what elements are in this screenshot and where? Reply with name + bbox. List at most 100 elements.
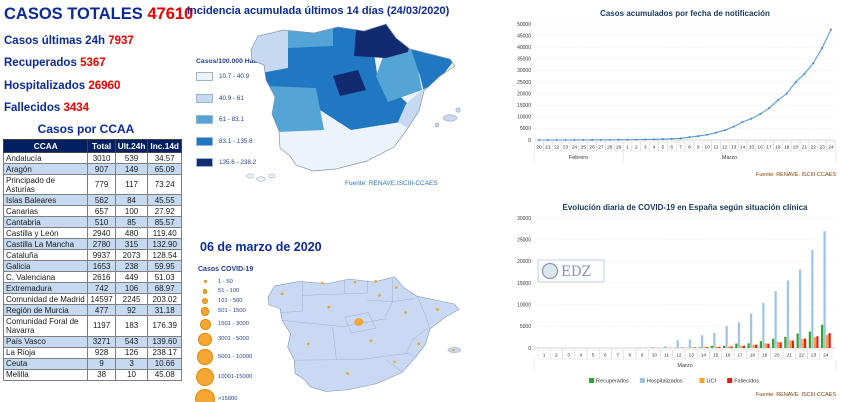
- region-fills: [251, 24, 455, 171]
- ccaa-name: Cantabria: [2, 216, 89, 229]
- ccaa-name: Andalucía: [2, 151, 89, 165]
- chart-source: Fuente: RENAVE. ISCIII-CCAES: [756, 392, 836, 398]
- cell-value: 100: [114, 205, 149, 218]
- table-row: Castilla y León 2940 480 119.40: [2, 227, 182, 240]
- table-row: Cataluña 9937 2073 128.54: [2, 249, 182, 262]
- svg-text:19: 19: [784, 145, 790, 151]
- svg-text:2: 2: [555, 353, 558, 359]
- stat-value: 7937: [108, 34, 134, 47]
- table-row: Islas Baleares 562 84 45.55: [2, 194, 182, 207]
- bubble-legend-label: >15000: [218, 395, 238, 402]
- table-row: Canarias 657 100 27.92: [2, 205, 182, 218]
- svg-text:Hospitalizados: Hospitalizados: [647, 379, 683, 385]
- cell-value: 9: [87, 357, 116, 370]
- stat-value: 5367: [80, 57, 106, 69]
- svg-text:23: 23: [819, 145, 825, 151]
- svg-text:10000: 10000: [517, 302, 531, 308]
- ccaa-name: Comunidad Foral de Navarra: [2, 315, 89, 337]
- bubble-size-dot: [196, 367, 214, 386]
- svg-text:29: 29: [616, 145, 622, 151]
- svg-text:20: 20: [536, 145, 542, 151]
- svg-text:28: 28: [607, 145, 613, 151]
- svg-text:20000: 20000: [517, 259, 531, 265]
- svg-text:10000: 10000: [517, 115, 531, 121]
- svg-text:45000: 45000: [517, 33, 531, 39]
- svg-text:3: 3: [567, 353, 570, 359]
- svg-text:22: 22: [799, 353, 805, 359]
- balearic-islands: [434, 107, 461, 128]
- ccaa-name: País Vasco: [2, 335, 89, 348]
- cell-value: 510: [87, 216, 116, 229]
- month-label-marzo: Marzo: [677, 363, 692, 369]
- svg-text:16: 16: [758, 145, 764, 151]
- cell-value: 183: [114, 315, 149, 337]
- svg-text:16: 16: [725, 353, 731, 359]
- table-row: Castilla La Mancha 2780 315 132.90: [2, 238, 182, 251]
- cell-value: 85: [114, 216, 149, 229]
- svg-text:3: 3: [644, 145, 647, 151]
- svg-text:15: 15: [749, 145, 755, 151]
- cell-value: 126: [114, 346, 149, 359]
- cell-value: 45.55: [147, 194, 182, 207]
- ccaa-name: Melilla: [2, 368, 89, 381]
- svg-text:11: 11: [713, 145, 718, 151]
- cell-value: 176.39: [147, 315, 182, 337]
- bubble-legend-label: 10001-15000: [218, 373, 253, 380]
- cumulative-cases-line-chart: Casos acumulados por fecha de notificaci…: [517, 9, 836, 178]
- bubble-size-dot: [201, 297, 209, 304]
- svg-text:Fallecidos: Fallecidos: [734, 379, 759, 385]
- svg-text:24: 24: [828, 145, 834, 151]
- svg-text:EDZ: EDZ: [561, 264, 591, 280]
- svg-text:4: 4: [653, 145, 656, 151]
- ccaa-name: Aragón: [2, 163, 89, 176]
- cell-value: 907: [87, 163, 116, 176]
- chart-source: Fuente: RENAVE. ISCIII-CCAES: [756, 172, 836, 178]
- svg-text:30000: 30000: [517, 216, 531, 222]
- svg-text:4: 4: [580, 353, 583, 359]
- cell-value: 27.92: [147, 205, 182, 218]
- column-header: Total: [87, 139, 116, 153]
- stat-value: 26960: [88, 79, 121, 92]
- cell-value: 117: [114, 174, 149, 196]
- ccaa-name: Castilla La Mancha: [2, 238, 89, 251]
- cell-value: 65.09: [147, 163, 182, 176]
- cell-value: 51.03: [147, 271, 182, 284]
- data-markers: [538, 28, 832, 141]
- table-row: Cantabria 510 85 85.57: [2, 216, 182, 229]
- column-header: Inc.14d: [147, 139, 182, 153]
- ccaa-name: Cataluña: [2, 249, 89, 262]
- svg-text:7: 7: [679, 145, 682, 151]
- svg-text:27: 27: [598, 145, 604, 151]
- table-row: C. Valenciana 2616 449 51.03: [2, 271, 182, 284]
- incidence-legend: Casos/100.000 Hab. 10.7 - 40.9 40.9 - 61…: [196, 58, 291, 180]
- bubble-legend-item: 5001 - 10000: [197, 348, 288, 367]
- totals-panel: CASOS TOTALES 47610 Casos últimas 24h 79…: [0, 0, 193, 402]
- cell-value: 238.17: [147, 346, 182, 359]
- legend-swatch: [196, 93, 213, 103]
- bubble-map-legend: Casos COVID-19 1 - 50 51 - 100 101 - 500…: [195, 266, 288, 402]
- stat-label: Fallecidos: [4, 102, 61, 114]
- table-row: Melilla 38 10 45.08: [2, 368, 182, 381]
- svg-text:UCI: UCI: [707, 379, 717, 385]
- table-row: Comunidad Foral de Navarra 1197 183 176.39: [2, 315, 182, 337]
- cell-value: 38: [87, 368, 116, 381]
- legend-label: 83.1 - 135.6: [219, 137, 253, 145]
- svg-text:20000: 20000: [517, 91, 531, 97]
- table-row: Principado de Asturias 779 117 73.24: [2, 174, 182, 196]
- bubble-size-dot: [199, 318, 211, 330]
- key-stats: Casos últimas 24h 7937 Recuperados 5367 Ho…: [0, 35, 186, 115]
- cell-value: 3010: [87, 151, 116, 165]
- stat-line: Casos últimas 24h 7937: [4, 35, 186, 47]
- spain-outline: [250, 23, 456, 172]
- bubble-legend-item: 1501 - 3000: [198, 317, 288, 331]
- ccaa-name: Castilla y León: [2, 227, 89, 240]
- svg-text:40000: 40000: [517, 45, 531, 51]
- svg-text:17: 17: [737, 353, 743, 359]
- ccaa-name: Principado de Asturias: [2, 174, 89, 196]
- bar-series-fallecidos: [644, 333, 831, 348]
- svg-text:15000: 15000: [517, 281, 531, 287]
- cell-value: 73.24: [147, 174, 182, 196]
- cell-value: 238: [114, 260, 149, 273]
- svg-text:35000: 35000: [517, 57, 531, 63]
- svg-text:19: 19: [762, 353, 768, 359]
